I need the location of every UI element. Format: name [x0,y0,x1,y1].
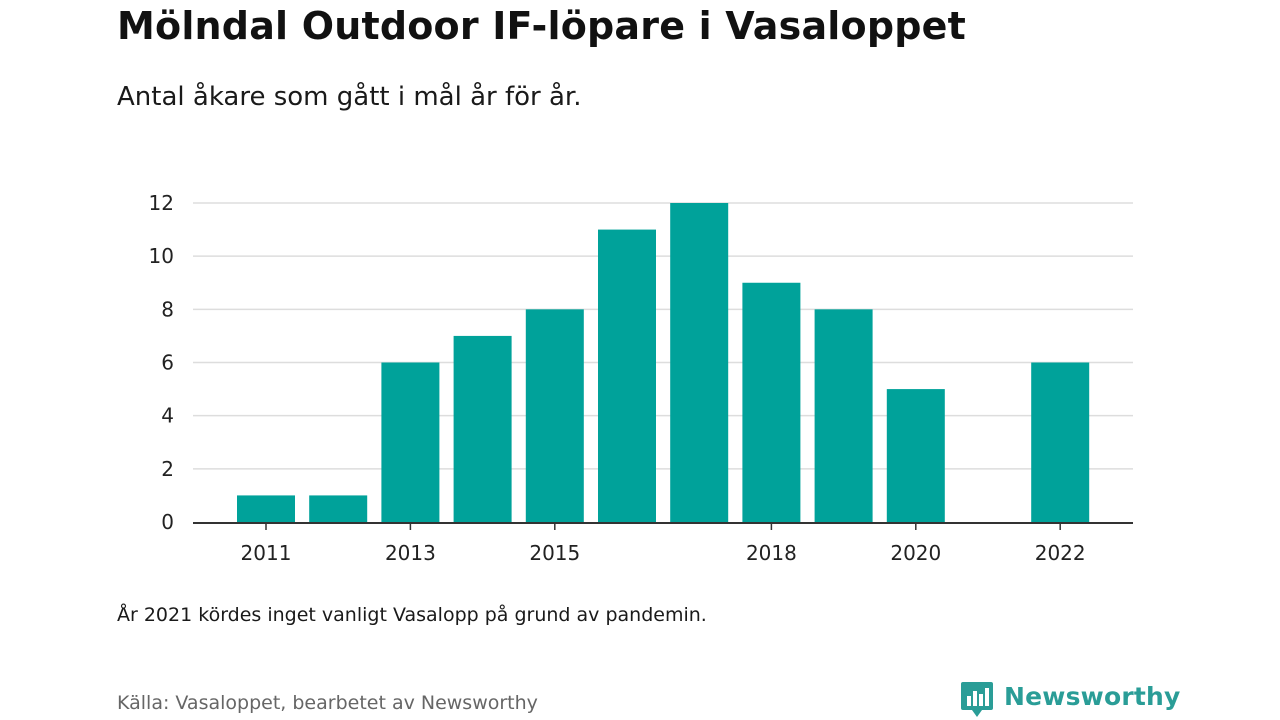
brand-name: Newsworthy [1004,682,1181,711]
x-tick-labels: 2011 2013 2015 2018 2020 2022 [241,523,1086,565]
y-tick-label: 12 [149,191,174,215]
bar-2019 [814,309,873,522]
bars [237,203,1090,523]
bar-2020 [886,389,945,522]
x-tick-label: 2013 [385,541,436,565]
x-tick-label: 2018 [746,541,797,565]
bar-2012 [309,495,368,522]
newsworthy-logo-icon [961,682,993,717]
y-tick-labels: 0 2 4 6 8 10 12 [149,191,174,534]
x-tick-label: 2015 [529,541,580,565]
y-tick-label: 2 [161,457,174,481]
y-tick-label: 0 [161,510,174,534]
y-tick-label: 4 [161,404,174,428]
source-text: Källa: Vasaloppet, bearbetet av Newswort… [117,692,538,714]
y-tick-label: 10 [149,244,174,268]
bar-2016 [598,229,656,523]
bar-2014 [453,335,512,522]
x-tick-label: 2020 [890,541,941,565]
chart-title: Mölndal Outdoor IF-löpare i Vasaloppet [117,4,966,48]
y-tick-label: 6 [161,351,174,375]
bar-2017 [670,203,729,522]
bar-2022 [1031,362,1090,522]
bar-2011 [237,495,295,522]
chart-subtitle: Antal åkare som gått i mål år för år. [117,82,582,112]
bar-2015 [525,309,584,522]
y-tick-label: 8 [161,297,174,321]
newsworthy-brand: Newsworthy [960,680,1181,720]
bar-2013 [381,362,440,522]
x-tick-label: 2011 [241,541,292,565]
bar-chart: 0 2 4 6 8 10 12 2011 2013 2015 2018 2020 2022 [149,191,1133,565]
chart-note: År 2021 kördes inget vanligt Vasalopp på… [117,604,707,626]
bar-2018 [742,282,801,522]
gridlines [193,202,1133,470]
x-tick-label: 2022 [1035,541,1086,565]
